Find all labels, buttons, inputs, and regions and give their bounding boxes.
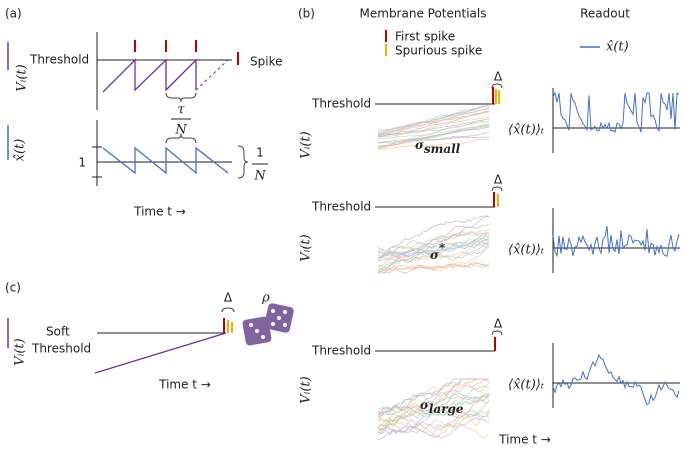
brace — [491, 83, 503, 89]
spikes — [134, 40, 239, 65]
membrane-trace — [378, 215, 489, 253]
sigma-label: σsmall — [415, 138, 461, 156]
sawtooth — [102, 58, 197, 93]
tau-n: N — [174, 123, 187, 138]
column-title: Readout — [580, 7, 630, 21]
delta: Δ — [224, 291, 233, 305]
delta: Δ — [494, 317, 503, 331]
panel-label: (a) — [5, 7, 22, 21]
brace — [491, 186, 503, 192]
axis-label: Vᵢ(t) — [299, 131, 314, 158]
membrane-trace — [377, 417, 490, 441]
sawtooth-dashed — [195, 59, 229, 91]
frac-one: 1 — [256, 146, 264, 160]
readout-trace — [552, 91, 680, 134]
membrane-trace — [377, 408, 490, 437]
axis-label: x̂(t) — [13, 139, 28, 162]
sigma: σ — [420, 398, 429, 412]
membrane-trace — [377, 261, 490, 274]
membrane-trace — [377, 240, 490, 271]
sigma-label: σlarge — [420, 398, 464, 416]
membrane-trace — [377, 231, 490, 258]
time-label: Time t → — [133, 205, 186, 219]
sigma: σ — [415, 138, 424, 152]
membrane-trace — [377, 378, 489, 432]
soft-label: Soft — [46, 325, 70, 339]
mean-label: ⟨x̂(t)⟩ₜ — [508, 378, 545, 393]
mean-label: ⟨x̂(t)⟩ₜ — [508, 243, 545, 258]
membrane-trace — [377, 236, 490, 268]
membrane-trace — [377, 108, 490, 137]
membrane-trace — [377, 233, 490, 254]
brace — [165, 92, 197, 103]
membrane-trace — [377, 247, 490, 273]
membrane-trace — [377, 131, 490, 144]
membrane-trace — [377, 117, 490, 149]
mean-label: ⟨x̂(t)⟩ₜ — [508, 123, 545, 138]
membrane-trace — [377, 237, 490, 260]
delta: Δ — [494, 173, 503, 187]
membrane-trace — [377, 394, 490, 433]
readout-trace — [552, 226, 680, 258]
membrane-trace — [377, 105, 489, 133]
sigma-sub: small — [424, 142, 461, 156]
membrane-trace — [377, 215, 490, 272]
tau: τ — [177, 103, 185, 118]
legend-spike: Spike — [250, 55, 282, 69]
brace — [237, 145, 249, 179]
threshold-label: Threshold — [29, 53, 89, 67]
time-label: Time t → — [498, 433, 551, 447]
ramp — [94, 332, 227, 374]
membrane-trace — [377, 393, 490, 434]
time-label: Time t → — [158, 378, 211, 392]
legend-readout: x̂(t) — [606, 40, 629, 55]
sigma: σ — [430, 248, 439, 262]
membrane-trace — [377, 241, 490, 271]
membrane-trace — [377, 396, 490, 435]
axis-label: Vᵢ(t) — [15, 64, 30, 91]
axis-label: Vᵢ(t) — [299, 376, 314, 403]
membrane-trace — [377, 418, 490, 439]
membrane-trace — [377, 126, 490, 144]
legend-spurious-spike: Spurious spike — [395, 44, 482, 58]
panel-label: (b) — [298, 7, 315, 21]
threshold-label: Threshold — [311, 200, 371, 214]
frac-n: N — [253, 169, 266, 184]
membrane-trace — [377, 116, 490, 137]
membrane-trace — [377, 408, 490, 426]
tick-label: 1 — [78, 156, 86, 170]
membrane-trace — [377, 392, 490, 424]
column-title: Membrane Potentials — [360, 7, 487, 21]
membrane-trace — [377, 136, 490, 147]
sigma-label: σ* — [430, 241, 446, 262]
brace — [221, 307, 235, 313]
threshold-label: Threshold — [31, 342, 91, 356]
membrane-trace — [377, 262, 490, 275]
readout-trace — [552, 353, 680, 406]
membrane-trace — [377, 379, 490, 415]
legend-first-spike: First spike — [395, 30, 455, 44]
readout-sawtooth — [102, 146, 229, 175]
brace — [491, 330, 503, 336]
membrane-trace — [377, 111, 490, 131]
sigma-sub: * — [439, 241, 446, 255]
delta: Δ — [494, 70, 503, 84]
threshold-label: Threshold — [311, 344, 371, 358]
brace — [165, 133, 197, 144]
threshold-label: Threshold — [311, 97, 371, 111]
membrane-trace — [377, 223, 490, 256]
sigma-sub: large — [429, 402, 464, 416]
panel-label: (c) — [5, 281, 21, 295]
membrane-trace — [377, 138, 489, 150]
membrane-trace — [377, 378, 489, 417]
dice — [242, 303, 294, 346]
rho: ρ — [261, 291, 270, 306]
axis-label: Vᵢ(t) — [299, 234, 314, 261]
axis-label: Vᵢ(t) — [13, 338, 28, 365]
